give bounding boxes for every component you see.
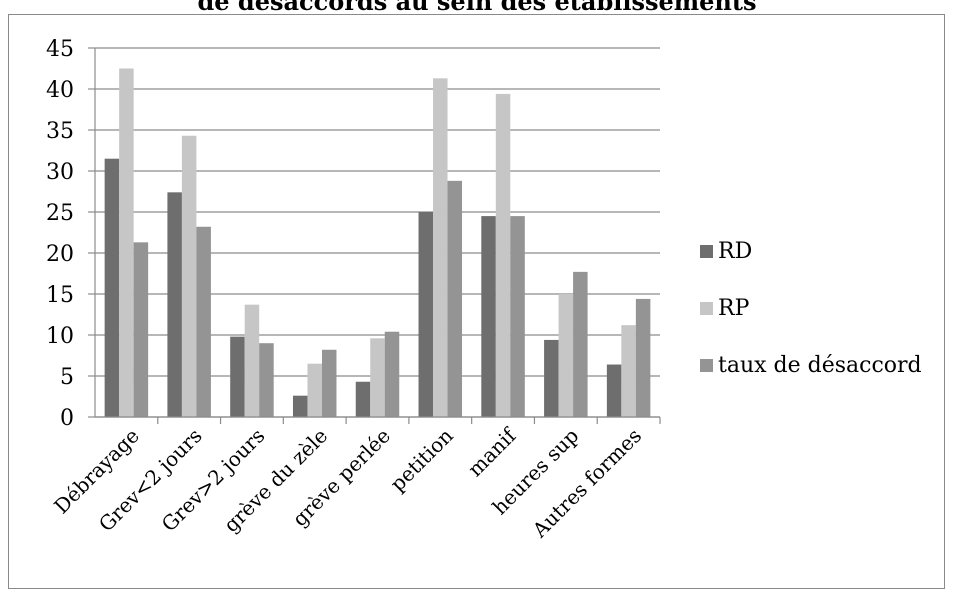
y-tick-label: 45 <box>46 37 74 62</box>
legend-swatch <box>700 302 713 315</box>
bar-rp <box>558 294 574 417</box>
bar-taux-de-dsaccord <box>259 343 274 417</box>
bar-rp <box>244 304 260 417</box>
bar-rp <box>181 135 197 418</box>
bar-taux-de-dsaccord <box>321 349 337 417</box>
bar-rp <box>495 93 511 418</box>
x-origin <box>88 417 95 424</box>
bar-rd <box>292 395 308 417</box>
legend-swatch <box>700 359 713 372</box>
bar-rd <box>355 381 371 417</box>
bar-rd <box>230 336 245 417</box>
bars <box>104 68 651 418</box>
bar-rp <box>433 78 448 417</box>
bar-rp <box>119 68 134 417</box>
bar-rd <box>104 158 120 417</box>
x-tick-label: petition <box>385 423 458 496</box>
y-tick-label: 10 <box>46 324 74 349</box>
bar-taux-de-dsaccord <box>447 180 463 417</box>
bar-taux-de-dsaccord <box>635 298 651 417</box>
bar-rd <box>481 216 496 417</box>
chart-title: de désaccords au sein des établissements <box>197 0 757 16</box>
legend-swatch <box>700 245 713 258</box>
y-tick-label: 25 <box>46 201 74 226</box>
bar-rp <box>307 363 322 417</box>
legend: RD RP taux de désaccord <box>700 239 922 378</box>
y-tick-label: 5 <box>60 365 74 390</box>
y-tick-label: 0 <box>60 406 74 431</box>
y-tick-label: 30 <box>46 160 74 185</box>
y-tick-label: 15 <box>46 283 74 308</box>
chart-frame <box>8 14 945 589</box>
y-tick-label: 35 <box>46 119 74 144</box>
bar-taux-de-dsaccord <box>510 216 525 417</box>
y-tick-label: 40 <box>46 78 74 103</box>
bar-rd <box>544 339 559 417</box>
bar-rp <box>621 325 636 417</box>
bar-rd <box>606 364 622 417</box>
bar-taux-de-dsaccord <box>133 242 149 417</box>
legend-label: taux de désaccord <box>718 353 922 378</box>
bar-taux-de-dsaccord <box>196 226 211 417</box>
bar-rd <box>167 192 182 417</box>
bar-rp <box>370 338 385 417</box>
x-tick-label: Autres formes <box>527 424 646 543</box>
bar-rd <box>418 212 434 417</box>
legend-label: RD <box>718 239 752 264</box>
bar-taux-de-dsaccord <box>384 331 400 417</box>
x-tick-label: manif <box>463 422 522 481</box>
legend-label: RP <box>718 296 750 321</box>
y-tick-label: 20 <box>46 242 74 267</box>
bar-taux-de-dsaccord <box>573 271 588 417</box>
y-axis: 0 5 10 15 20 25 30 35 40 45 <box>46 37 96 431</box>
